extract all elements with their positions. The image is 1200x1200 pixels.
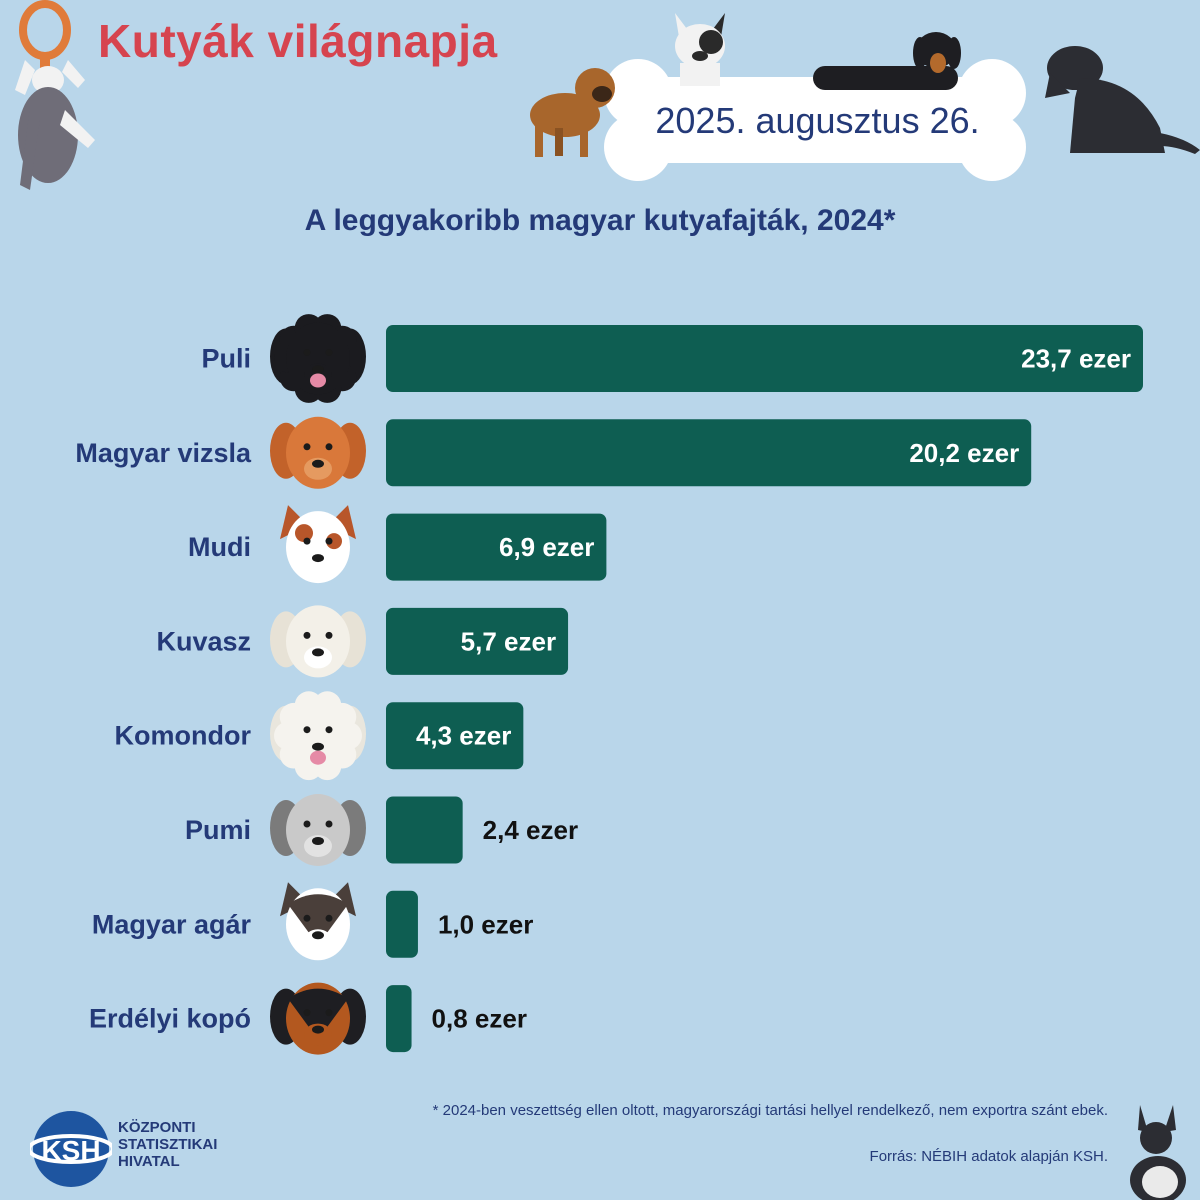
value-label: 5,7 ezer bbox=[461, 626, 556, 656]
puli-face-icon bbox=[270, 314, 366, 403]
bar bbox=[386, 985, 412, 1053]
category-label: Magyar vizsla bbox=[75, 438, 252, 468]
ksh-logo: KSH bbox=[30, 1111, 112, 1187]
bar bbox=[386, 607, 569, 675]
category-label: Pumi bbox=[185, 815, 251, 845]
footnote: * 2024-ben veszettség ellen oltott, magy… bbox=[432, 1102, 1108, 1119]
bar bbox=[386, 796, 463, 864]
bar bbox=[386, 890, 418, 958]
category-label: Mudi bbox=[188, 532, 251, 562]
mudi-face-icon bbox=[280, 505, 356, 584]
category-label: Puli bbox=[201, 344, 251, 374]
schnauzer-icon bbox=[1045, 46, 1200, 154]
value-label: 23,7 ezer bbox=[1021, 344, 1131, 374]
breed-icons bbox=[270, 314, 366, 1055]
page-title: Kutyák világnapja bbox=[98, 15, 498, 67]
value-label: 20,2 ezer bbox=[909, 438, 1019, 468]
value-label: 2,4 ezer bbox=[483, 815, 578, 845]
bone-icon bbox=[604, 59, 1026, 181]
kopo-face-icon bbox=[270, 982, 366, 1055]
value-label: 6,9 ezer bbox=[499, 532, 594, 562]
category-label: Erdélyi kopó bbox=[89, 1004, 251, 1034]
value-label: 4,3 ezer bbox=[416, 721, 511, 751]
ksh-logo-text: KSH bbox=[41, 1135, 100, 1166]
org-line-2: STATISZTIKAI bbox=[118, 1136, 218, 1153]
agar-face-icon bbox=[280, 882, 356, 961]
bar bbox=[386, 325, 1143, 392]
pumi-face-icon bbox=[270, 794, 366, 866]
category-label: Magyar agár bbox=[92, 909, 252, 939]
value-label: 1,0 ezer bbox=[438, 909, 533, 939]
category-label: Komondor bbox=[115, 721, 252, 751]
category-label: Kuvasz bbox=[156, 626, 251, 656]
bar bbox=[386, 419, 1032, 487]
sitting-dog-icon bbox=[1130, 1105, 1186, 1200]
org-line-3: HIVATAL bbox=[118, 1153, 180, 1170]
kuvasz-face-icon bbox=[270, 605, 366, 678]
chart-title: A leggyakoribb magyar kutyafajták, 2024* bbox=[304, 204, 896, 237]
dachshund-icon bbox=[813, 32, 961, 90]
bar bbox=[386, 513, 607, 581]
french-bulldog-icon bbox=[675, 13, 725, 86]
date-label: 2025. augusztus 26. bbox=[655, 100, 980, 141]
brown-dog-icon bbox=[530, 68, 615, 157]
org-line-1: KÖZPONTI bbox=[118, 1119, 196, 1136]
source-note: Forrás: NÉBIH adatok alapján KSH. bbox=[869, 1148, 1108, 1165]
komondor-face-icon bbox=[270, 691, 366, 781]
vizsla-face-icon bbox=[270, 416, 366, 489]
bar bbox=[386, 702, 524, 770]
value-label: 0,8 ezer bbox=[432, 1004, 527, 1034]
bars: Puli 23,7 ezer Magyar vizsla 20,2 ezer Mudi 6… bbox=[75, 325, 1143, 1053]
organization-name: KÖZPONTI STATISZTIKAI HIVATAL bbox=[118, 1119, 217, 1170]
hanging-dog-icon bbox=[15, 0, 95, 190]
